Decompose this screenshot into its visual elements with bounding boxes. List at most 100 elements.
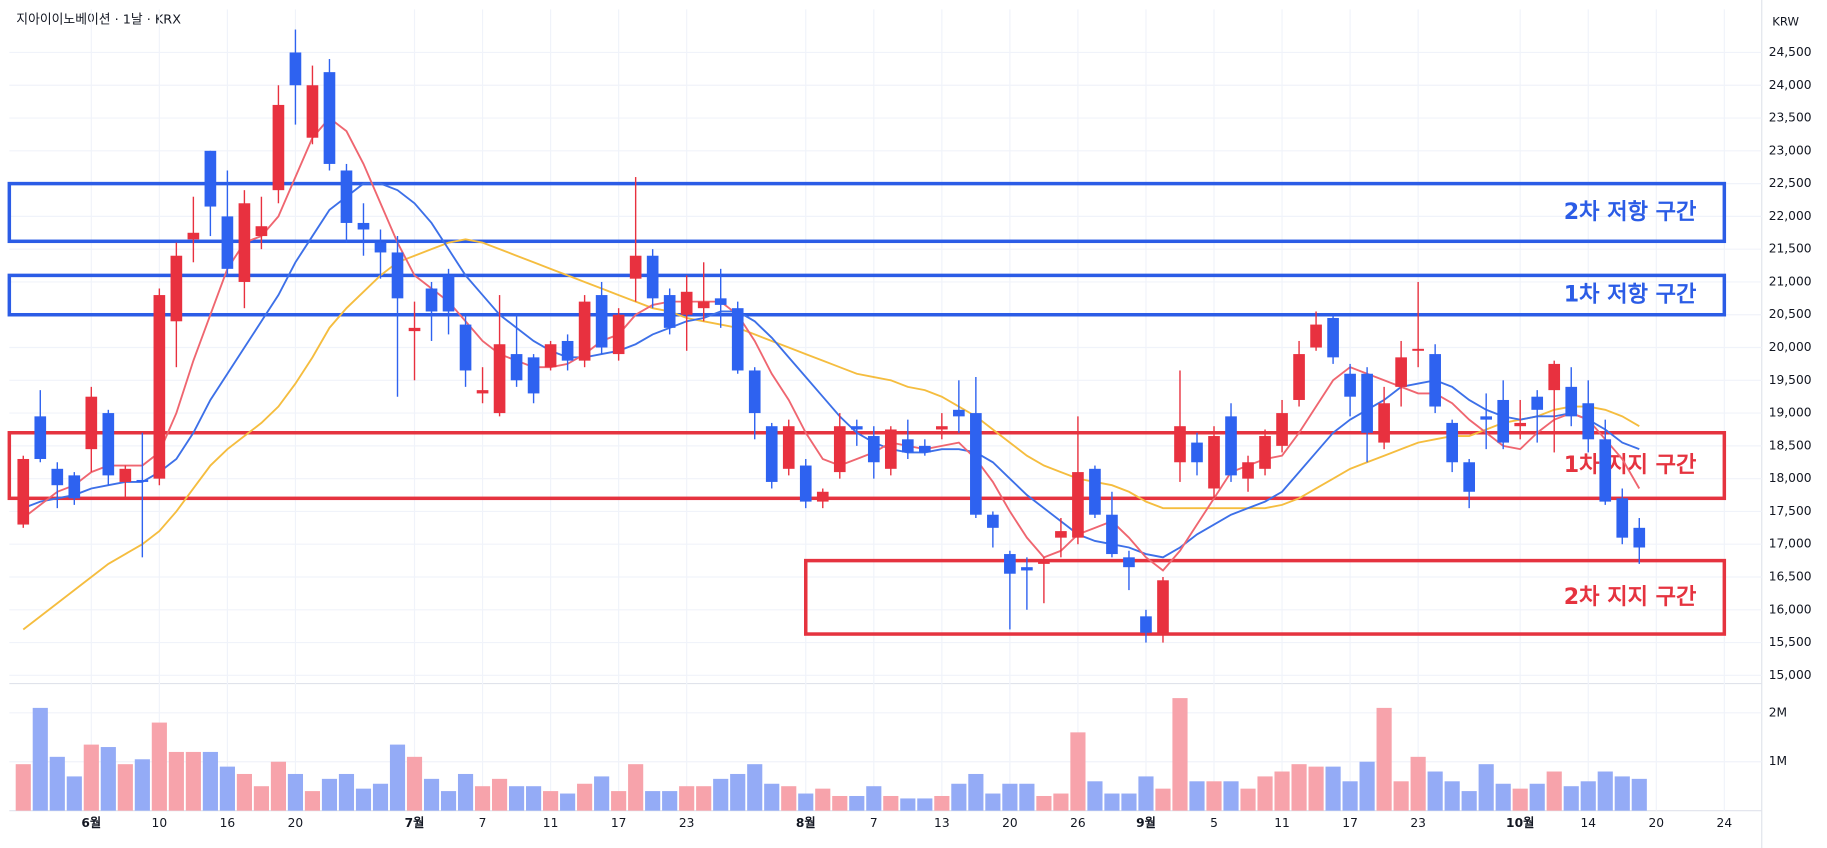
y-tick-label: 22,000: [1769, 209, 1812, 223]
volume-bar: [1597, 771, 1613, 811]
volume-bar: [219, 766, 235, 811]
zone-box: [7, 431, 1727, 501]
candle-body: [1055, 531, 1067, 538]
volume-bar: [372, 783, 389, 811]
volume-bar: [202, 751, 218, 811]
candle-body: [1004, 554, 1016, 574]
candle-body: [578, 301, 591, 361]
candle-body: [1429, 354, 1441, 407]
volume-bar: [1631, 778, 1647, 811]
candle-body: [1446, 422, 1458, 463]
volume-bar: [866, 786, 882, 811]
volume-bar: [577, 783, 593, 811]
volume-bar: [253, 786, 269, 811]
volume-bar: [917, 798, 933, 811]
volume-bar: [594, 776, 610, 811]
x-tick-label: 14: [1580, 816, 1596, 830]
candle-body: [816, 491, 829, 502]
volume-bar: [1342, 781, 1358, 811]
candle-body: [1463, 462, 1475, 492]
volume-bar: [117, 764, 133, 811]
volume-bar: [66, 776, 82, 811]
volume-bar: [32, 707, 48, 811]
candle-body: [544, 344, 557, 368]
candle-body: [510, 354, 523, 381]
volume-bar: [474, 786, 491, 811]
candle-body: [1021, 567, 1033, 571]
volume-bar: [1376, 707, 1392, 811]
candle-body: [408, 327, 421, 332]
volume-bar: [423, 778, 440, 811]
volume-bar: [491, 778, 508, 811]
x-tick-label: 11: [1274, 816, 1290, 830]
volume-bar: [985, 793, 1001, 811]
y-tick-label: 18,000: [1769, 471, 1812, 485]
volume-bar: [849, 795, 865, 811]
candle-body: [391, 252, 404, 299]
candle-body: [17, 458, 30, 525]
candle-body: [970, 413, 982, 515]
y-tick-label: 20,500: [1769, 307, 1812, 321]
y-tick-label: 16,500: [1769, 569, 1812, 583]
candle-body: [1633, 527, 1646, 548]
volume-bar: [1019, 783, 1035, 811]
candle-body: [85, 396, 98, 450]
volume-bar: [236, 773, 252, 811]
y-tick-label: 15,500: [1769, 635, 1812, 649]
volume-bar: [1206, 781, 1222, 811]
x-tick-label: 20: [1002, 816, 1018, 830]
candle-body: [204, 150, 217, 207]
volume-bar: [645, 791, 661, 811]
volume-bar: [1189, 781, 1205, 811]
volume-bar: [287, 773, 304, 811]
candle-body: [1582, 403, 1595, 440]
y-tick-label: 20,000: [1769, 340, 1812, 354]
candle-body: [187, 232, 200, 240]
volume-bar: [1087, 781, 1103, 811]
candle-body: [919, 445, 931, 453]
candle-body: [170, 255, 183, 322]
candle-body: [987, 514, 999, 528]
candle-body: [357, 222, 370, 230]
volume-bar: [764, 783, 780, 811]
volume-bar: [1495, 783, 1511, 811]
candle-body: [1072, 472, 1084, 538]
volume-bar: [832, 795, 848, 811]
volume-bar: [934, 795, 950, 811]
zone-box: [7, 273, 1727, 317]
zone-box: [804, 558, 1727, 636]
candle-body: [731, 308, 744, 371]
x-tick-label: 7: [479, 816, 487, 830]
volume-bar: [628, 764, 644, 811]
volume-bar: [1121, 793, 1137, 811]
volume-bar: [389, 744, 406, 811]
zone-label: 1차 저항 구간: [1564, 282, 1697, 308]
candle-body: [782, 426, 795, 469]
candle-body: [1191, 442, 1203, 463]
volume-bar: [560, 793, 576, 811]
candle-body: [1123, 557, 1135, 568]
candle-body: [136, 479, 149, 482]
volume-bar: [1444, 781, 1460, 811]
volume-bar: [440, 791, 457, 811]
y-tick-label: 24,500: [1769, 45, 1812, 59]
candle-body: [629, 255, 642, 279]
volume-bar: [1223, 781, 1239, 811]
candle-body: [646, 255, 659, 299]
candle-body: [748, 370, 761, 414]
candle-body: [714, 298, 727, 305]
candle-body: [51, 468, 64, 486]
candle-body: [1412, 348, 1424, 351]
x-tick-label: 10: [152, 816, 168, 830]
candle-body: [953, 409, 965, 417]
candle-body: [1106, 514, 1118, 555]
candle-body: [459, 324, 472, 371]
volume-bar: [1053, 793, 1069, 811]
volume-bar: [1563, 786, 1579, 811]
candle-body: [1259, 436, 1271, 469]
volume-tick-label: 2M: [1769, 705, 1787, 719]
x-tick-label: 17: [1342, 816, 1358, 830]
volume-bar: [1529, 783, 1545, 811]
candle-body: [153, 295, 166, 479]
volume-bar: [1070, 732, 1086, 811]
